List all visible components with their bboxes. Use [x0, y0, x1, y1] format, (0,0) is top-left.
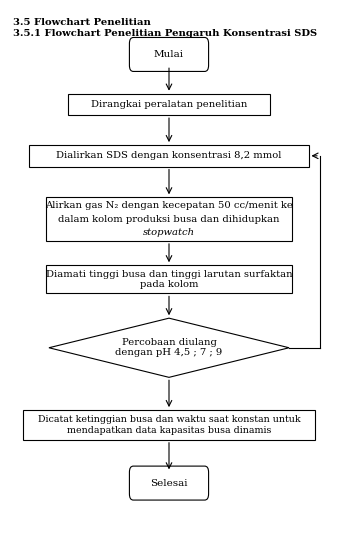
Text: Diamati tinggi busa dan tinggi larutan surfaktan
pada kolom: Diamati tinggi busa dan tinggi larutan s…	[46, 270, 292, 289]
Text: Mulai: Mulai	[154, 50, 184, 59]
FancyBboxPatch shape	[68, 94, 270, 115]
FancyBboxPatch shape	[46, 197, 292, 241]
FancyBboxPatch shape	[129, 466, 209, 500]
Text: 3.5.1 Flowchart Penelitian Pengaruh Konsentrasi SDS: 3.5.1 Flowchart Penelitian Pengaruh Kons…	[13, 29, 317, 38]
Text: Selesai: Selesai	[150, 479, 188, 488]
Text: Alirkan gas N₂ dengan kecepatan 50 cc/menit ke: Alirkan gas N₂ dengan kecepatan 50 cc/me…	[45, 202, 293, 210]
Text: stopwatch: stopwatch	[143, 228, 195, 237]
Text: 3.5 Flowchart Penelitian: 3.5 Flowchart Penelitian	[13, 18, 151, 27]
Text: dalam kolom produksi busa dan dihidupkan: dalam kolom produksi busa dan dihidupkan	[58, 214, 280, 224]
Text: Percobaan diulang
dengan pH 4,5 ; 7 ; 9: Percobaan diulang dengan pH 4,5 ; 7 ; 9	[115, 338, 223, 358]
Text: Dialirkan SDS dengan konsentrasi 8,2 mmol: Dialirkan SDS dengan konsentrasi 8,2 mmo…	[56, 151, 282, 160]
Text: Dirangkai peralatan penelitian: Dirangkai peralatan penelitian	[91, 100, 247, 109]
FancyBboxPatch shape	[46, 265, 292, 294]
FancyBboxPatch shape	[129, 38, 209, 71]
Text: Dicatat ketinggian busa dan waktu saat konstan untuk
mendapatkan data kapasitas : Dicatat ketinggian busa dan waktu saat k…	[38, 415, 300, 435]
FancyBboxPatch shape	[29, 145, 309, 167]
FancyBboxPatch shape	[23, 410, 315, 440]
Polygon shape	[49, 318, 289, 377]
